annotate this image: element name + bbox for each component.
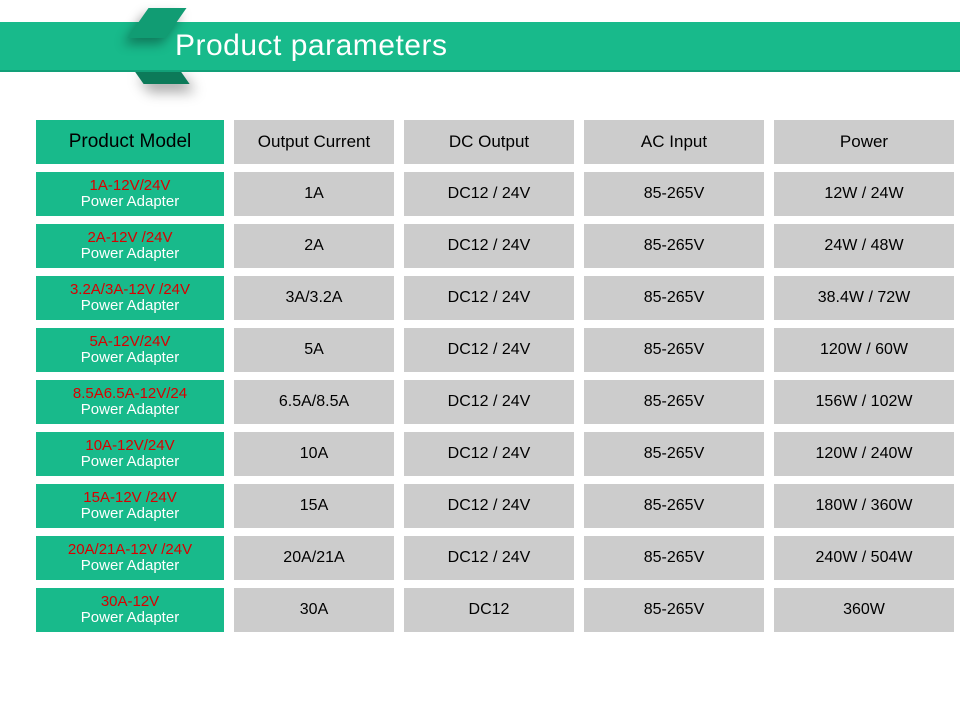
ac-cell: 85-265V <box>584 536 764 580</box>
dc-cell: DC12 <box>404 588 574 632</box>
current-cell: 3A/3.2A <box>234 276 394 320</box>
dc-cell: DC12 / 24V <box>404 172 574 216</box>
power-cell: 120W / 60W <box>774 328 954 372</box>
power-cell: 38.4W / 72W <box>774 276 954 320</box>
dc-cell: DC12 / 24V <box>404 328 574 372</box>
model-label: Power Adapter <box>81 246 179 263</box>
model-cell: 15A-12V /24VPower Adapter <box>36 484 224 528</box>
current-cell: 6.5A/8.5A <box>234 380 394 424</box>
model-cell: 8.5A6.5A-12V/24Power Adapter <box>36 380 224 424</box>
column-header: Product Model <box>36 120 224 164</box>
model-spec: 1A-12V/24V <box>90 178 171 195</box>
power-cell: 120W / 240W <box>774 432 954 476</box>
current-cell: 20A/21A <box>234 536 394 580</box>
model-cell: 10A-12V/24VPower Adapter <box>36 432 224 476</box>
current-cell: 30A <box>234 588 394 632</box>
dc-cell: DC12 / 24V <box>404 224 574 268</box>
banner-wrap: Product parameters <box>0 0 960 90</box>
model-spec: 2A-12V /24V <box>87 230 172 247</box>
spec-table: Product ModelOutput CurrentDC OutputAC I… <box>36 120 924 632</box>
dc-cell: DC12 / 24V <box>404 380 574 424</box>
ac-cell: 85-265V <box>584 276 764 320</box>
model-label: Power Adapter <box>81 402 179 419</box>
ac-cell: 85-265V <box>584 224 764 268</box>
model-label: Power Adapter <box>81 350 179 367</box>
current-cell: 2A <box>234 224 394 268</box>
current-cell: 5A <box>234 328 394 372</box>
model-spec: 3.2A/3A-12V /24V <box>70 282 190 299</box>
ac-cell: 85-265V <box>584 588 764 632</box>
ac-cell: 85-265V <box>584 432 764 476</box>
column-header: AC Input <box>584 120 764 164</box>
model-cell: 5A-12V/24VPower Adapter <box>36 328 224 372</box>
model-cell: 30A-12VPower Adapter <box>36 588 224 632</box>
current-cell: 15A <box>234 484 394 528</box>
power-cell: 156W / 102W <box>774 380 954 424</box>
model-cell: 1A-12V/24VPower Adapter <box>36 172 224 216</box>
model-label: Power Adapter <box>81 558 179 575</box>
model-label: Power Adapter <box>81 194 179 211</box>
current-cell: 1A <box>234 172 394 216</box>
power-cell: 180W / 360W <box>774 484 954 528</box>
model-cell: 20A/21A-12V /24VPower Adapter <box>36 536 224 580</box>
power-cell: 24W / 48W <box>774 224 954 268</box>
ac-cell: 85-265V <box>584 172 764 216</box>
dc-cell: DC12 / 24V <box>404 432 574 476</box>
model-label: Power Adapter <box>81 506 179 523</box>
power-cell: 360W <box>774 588 954 632</box>
dc-cell: DC12 / 24V <box>404 484 574 528</box>
ac-cell: 85-265V <box>584 380 764 424</box>
dc-cell: DC12 / 24V <box>404 536 574 580</box>
dc-cell: DC12 / 24V <box>404 276 574 320</box>
power-cell: 12W / 24W <box>774 172 954 216</box>
column-header: Output Current <box>234 120 394 164</box>
model-spec: 20A/21A-12V /24V <box>68 542 192 559</box>
model-spec: 10A-12V/24V <box>85 438 174 455</box>
column-header: DC Output <box>404 120 574 164</box>
model-cell: 2A-12V /24VPower Adapter <box>36 224 224 268</box>
model-label: Power Adapter <box>81 610 179 627</box>
model-label: Power Adapter <box>81 298 179 315</box>
ac-cell: 85-265V <box>584 328 764 372</box>
current-cell: 10A <box>234 432 394 476</box>
page-title: Product parameters <box>175 29 447 63</box>
model-spec: 5A-12V/24V <box>90 334 171 351</box>
model-label: Power Adapter <box>81 454 179 471</box>
model-spec: 30A-12V <box>101 594 159 611</box>
model-spec: 8.5A6.5A-12V/24 <box>73 386 187 403</box>
ac-cell: 85-265V <box>584 484 764 528</box>
power-cell: 240W / 504W <box>774 536 954 580</box>
model-cell: 3.2A/3A-12V /24VPower Adapter <box>36 276 224 320</box>
column-header: Power <box>774 120 954 164</box>
model-spec: 15A-12V /24V <box>83 490 176 507</box>
